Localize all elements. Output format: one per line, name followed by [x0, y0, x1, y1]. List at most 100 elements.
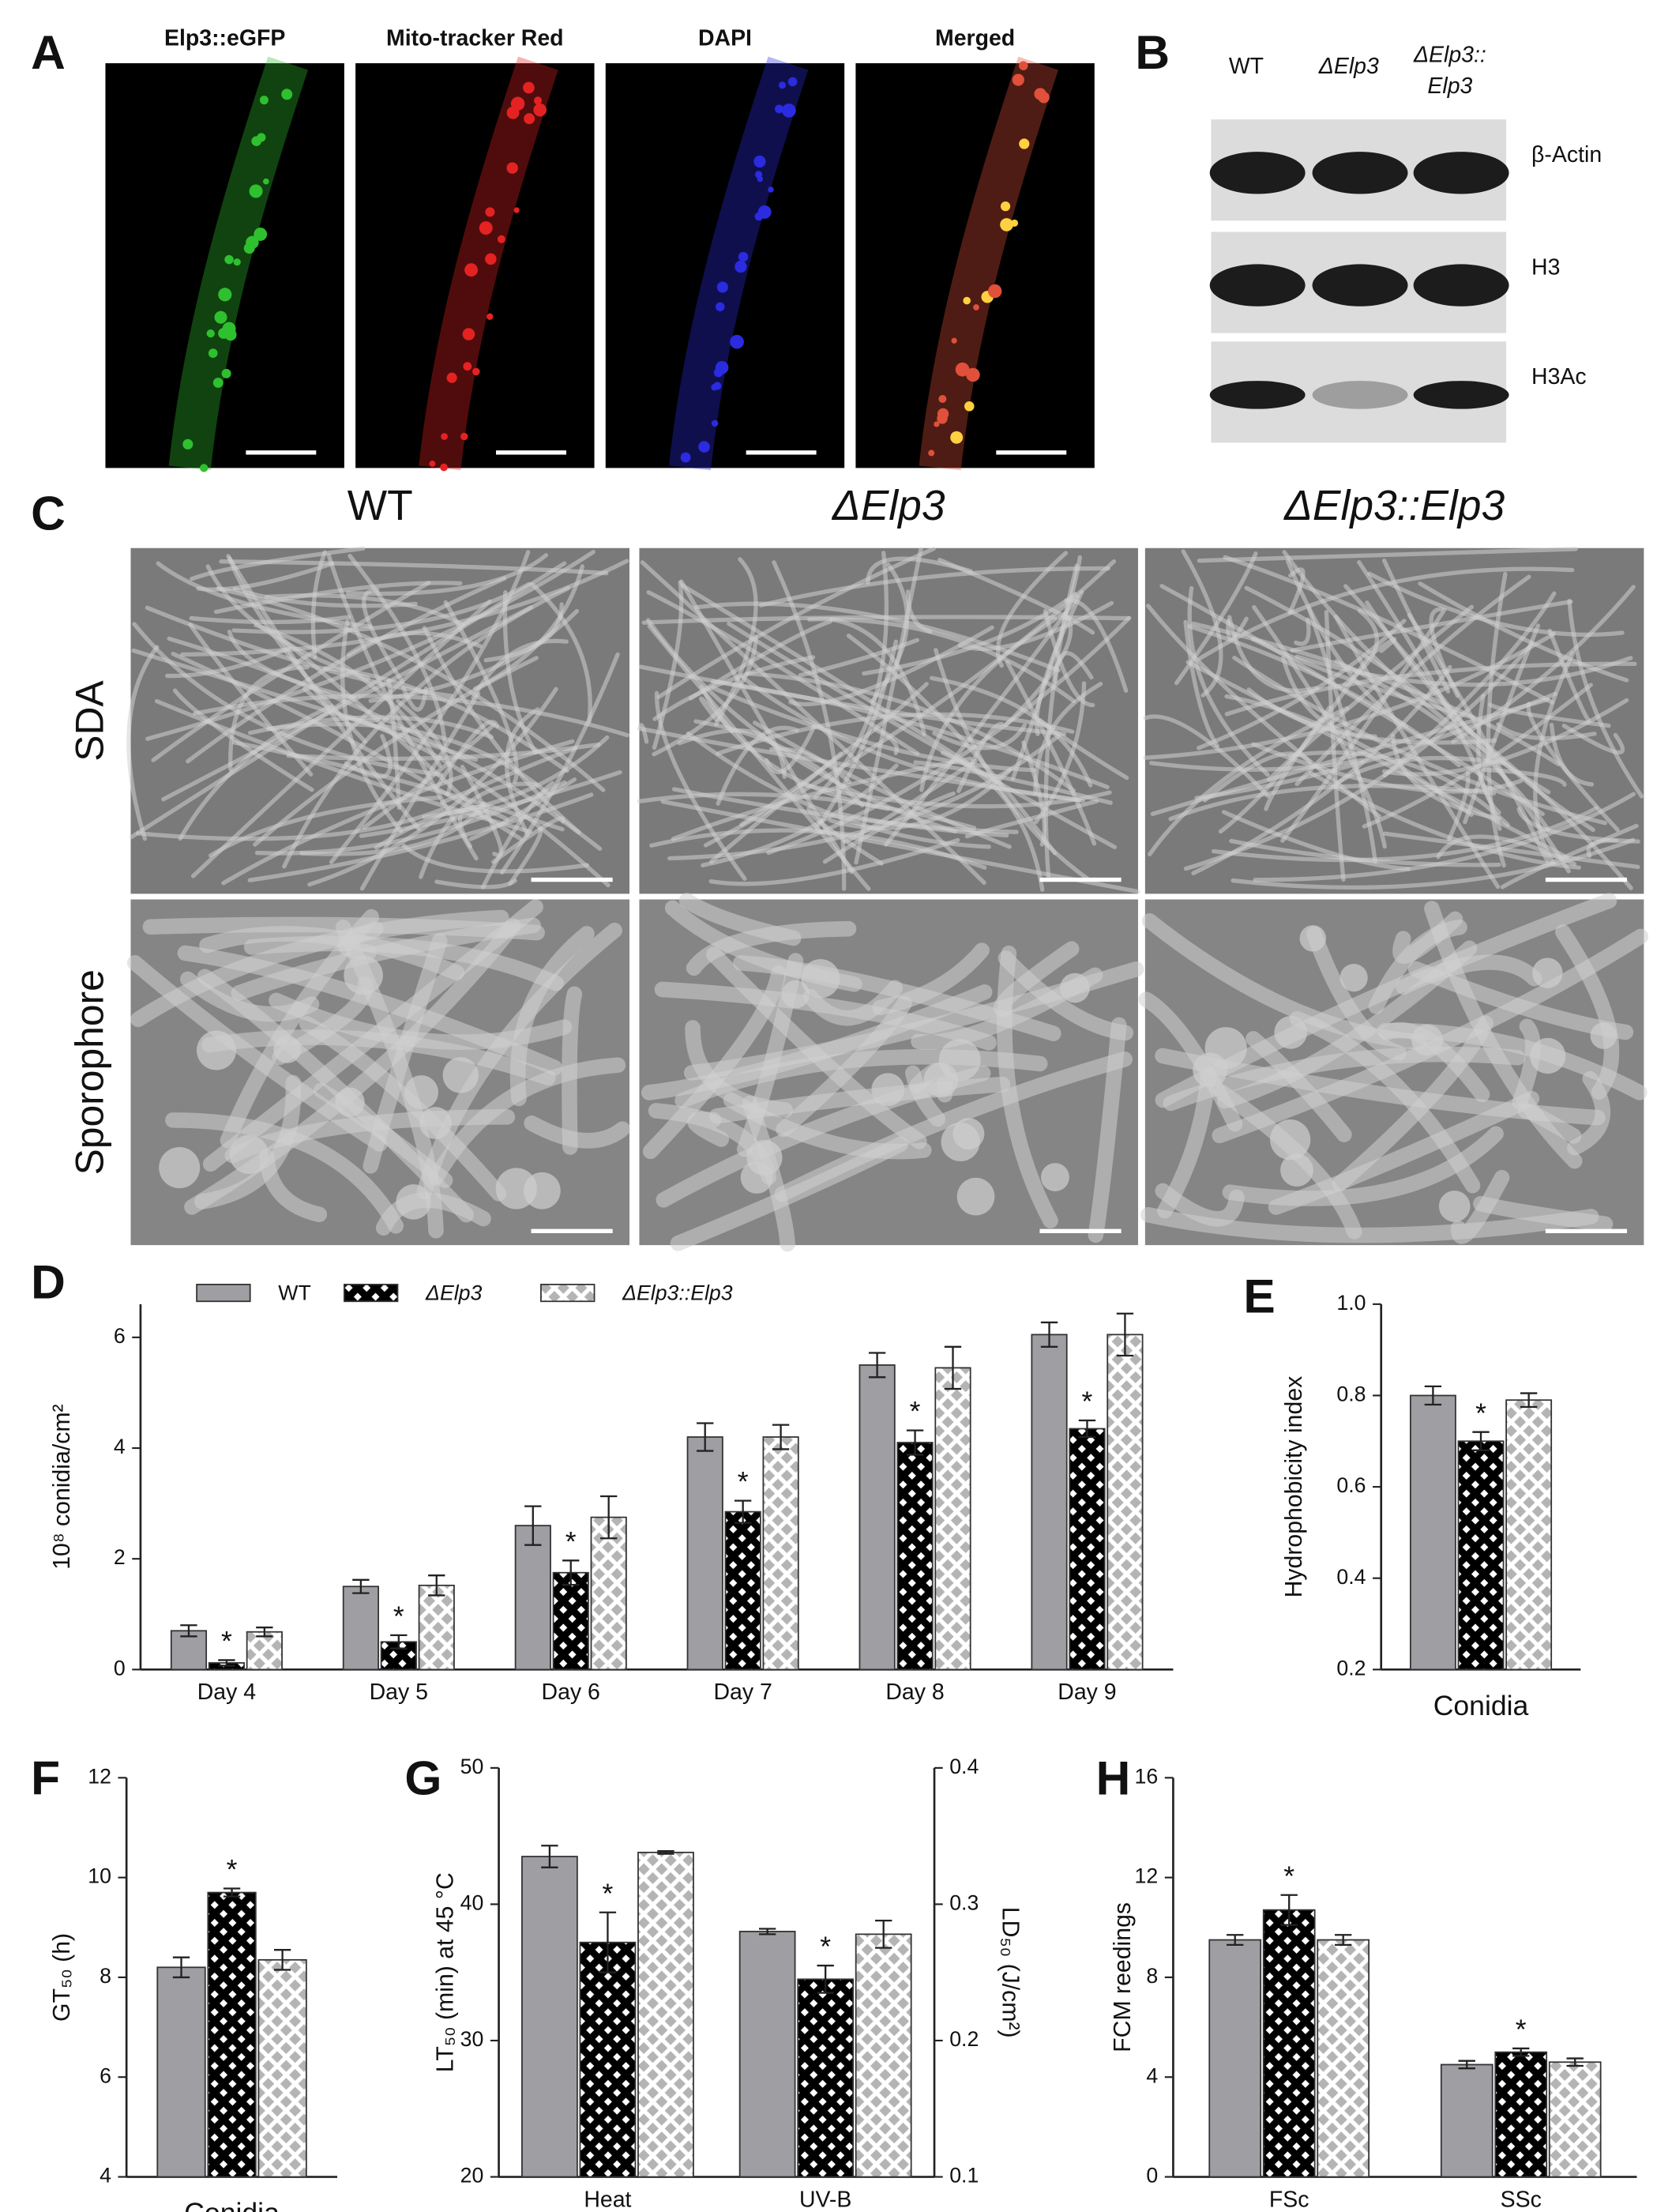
- y-tick-label: 12: [1135, 1864, 1159, 1888]
- x-tick-label: Day 8: [885, 1680, 944, 1705]
- texture: [1221, 810, 1411, 871]
- y-tick-label: 2: [114, 1545, 126, 1569]
- signal: [281, 88, 293, 100]
- band: [1413, 381, 1509, 409]
- signal: [716, 281, 728, 293]
- signal: [754, 171, 763, 179]
- texture: [1561, 724, 1625, 755]
- signal: [510, 96, 525, 111]
- signal: [262, 178, 269, 185]
- signal: [782, 103, 796, 118]
- texture: [156, 561, 373, 629]
- texture: [699, 684, 890, 811]
- signal: [1000, 201, 1011, 212]
- texture: [422, 626, 581, 835]
- signal: [735, 260, 747, 273]
- micrograph: [605, 63, 845, 468]
- texture: [344, 733, 393, 779]
- signal: [487, 313, 494, 320]
- error-bar: [1458, 2060, 1475, 2070]
- texture: [359, 769, 622, 838]
- significance: *: [565, 1525, 577, 1557]
- texture: [1290, 599, 1573, 653]
- error-bar: [524, 1505, 542, 1546]
- signal: [716, 302, 725, 312]
- lane-label: WT: [1229, 54, 1264, 79]
- y-tick-label: 0: [1146, 2164, 1158, 2188]
- error-bar: [599, 1911, 617, 1973]
- bar: [1208, 1939, 1262, 2178]
- bar: [855, 1933, 912, 2178]
- texture: [1231, 837, 1636, 890]
- x-tick-label: SSc: [1501, 2187, 1542, 2212]
- error-bar: [758, 1928, 776, 1936]
- texture: [685, 1020, 794, 1118]
- bar: [156, 1966, 206, 2178]
- texture: [374, 807, 509, 850]
- texture: [145, 550, 596, 741]
- y-tick-label: 4: [100, 2164, 111, 2188]
- spore: [419, 1107, 452, 1139]
- y-axis-label: GT₅₀ (h): [49, 1933, 75, 2022]
- texture: [711, 686, 1036, 773]
- texture: [196, 561, 335, 592]
- texture: [1149, 758, 1365, 772]
- texture: [193, 694, 630, 738]
- error-bar: [352, 1578, 370, 1594]
- signal: [987, 284, 1002, 299]
- y2-tick-label: 0.4: [949, 1755, 979, 1778]
- texture: [1211, 806, 1599, 863]
- texture: [499, 652, 620, 875]
- significance: *: [393, 1601, 404, 1632]
- signal: [533, 103, 547, 117]
- texture: [1516, 807, 1640, 844]
- bar: [1548, 2061, 1602, 2178]
- x-tick-label: Day 6: [542, 1680, 600, 1705]
- significance: *: [910, 1396, 921, 1428]
- bar: [579, 1941, 637, 2178]
- error-bar: [1520, 1392, 1538, 1409]
- texture: [165, 1112, 404, 1234]
- legend-swatch: [196, 1284, 251, 1303]
- panel-label: C: [31, 487, 66, 540]
- signal: [1018, 61, 1028, 70]
- micrograph: [105, 63, 344, 468]
- signal: [963, 296, 971, 305]
- signal: [224, 254, 234, 265]
- bar: [246, 1631, 283, 1671]
- significance: *: [221, 1625, 232, 1657]
- signal: [214, 310, 227, 324]
- texture: [806, 805, 884, 866]
- y-tick-label: 4: [1146, 2063, 1158, 2087]
- texture: [829, 617, 926, 736]
- signal: [973, 304, 979, 310]
- texture: [428, 1057, 626, 1186]
- signal: [768, 186, 774, 193]
- row-label: SDA: [68, 680, 112, 762]
- row-label: β-Actin: [1531, 142, 1602, 167]
- signal: [251, 136, 261, 147]
- band: [1312, 264, 1408, 307]
- signal: [429, 461, 436, 467]
- x-axis-label: Conidia: [1433, 1690, 1529, 1721]
- error-bar: [944, 1345, 962, 1390]
- error-bar: [223, 1887, 241, 1898]
- texture: [932, 723, 1027, 750]
- strain-title: ΔElp3::Elp3: [1283, 483, 1505, 529]
- error-bar: [428, 1574, 445, 1597]
- signal: [787, 77, 798, 87]
- spore: [442, 1057, 479, 1093]
- signal: [938, 394, 947, 404]
- texture: [524, 1115, 630, 1149]
- error-bar: [218, 1659, 235, 1667]
- bar: [1317, 1939, 1370, 2178]
- y-tick-label: 6: [114, 1324, 126, 1348]
- y-tick-label: 8: [100, 1964, 111, 1988]
- spore: [159, 1147, 201, 1189]
- error-bar: [172, 1956, 190, 1979]
- x-tick-label: Day 4: [197, 1680, 256, 1705]
- texture: [686, 920, 857, 976]
- error-bar: [906, 1429, 924, 1456]
- texture: [346, 630, 483, 657]
- texture: [348, 553, 448, 747]
